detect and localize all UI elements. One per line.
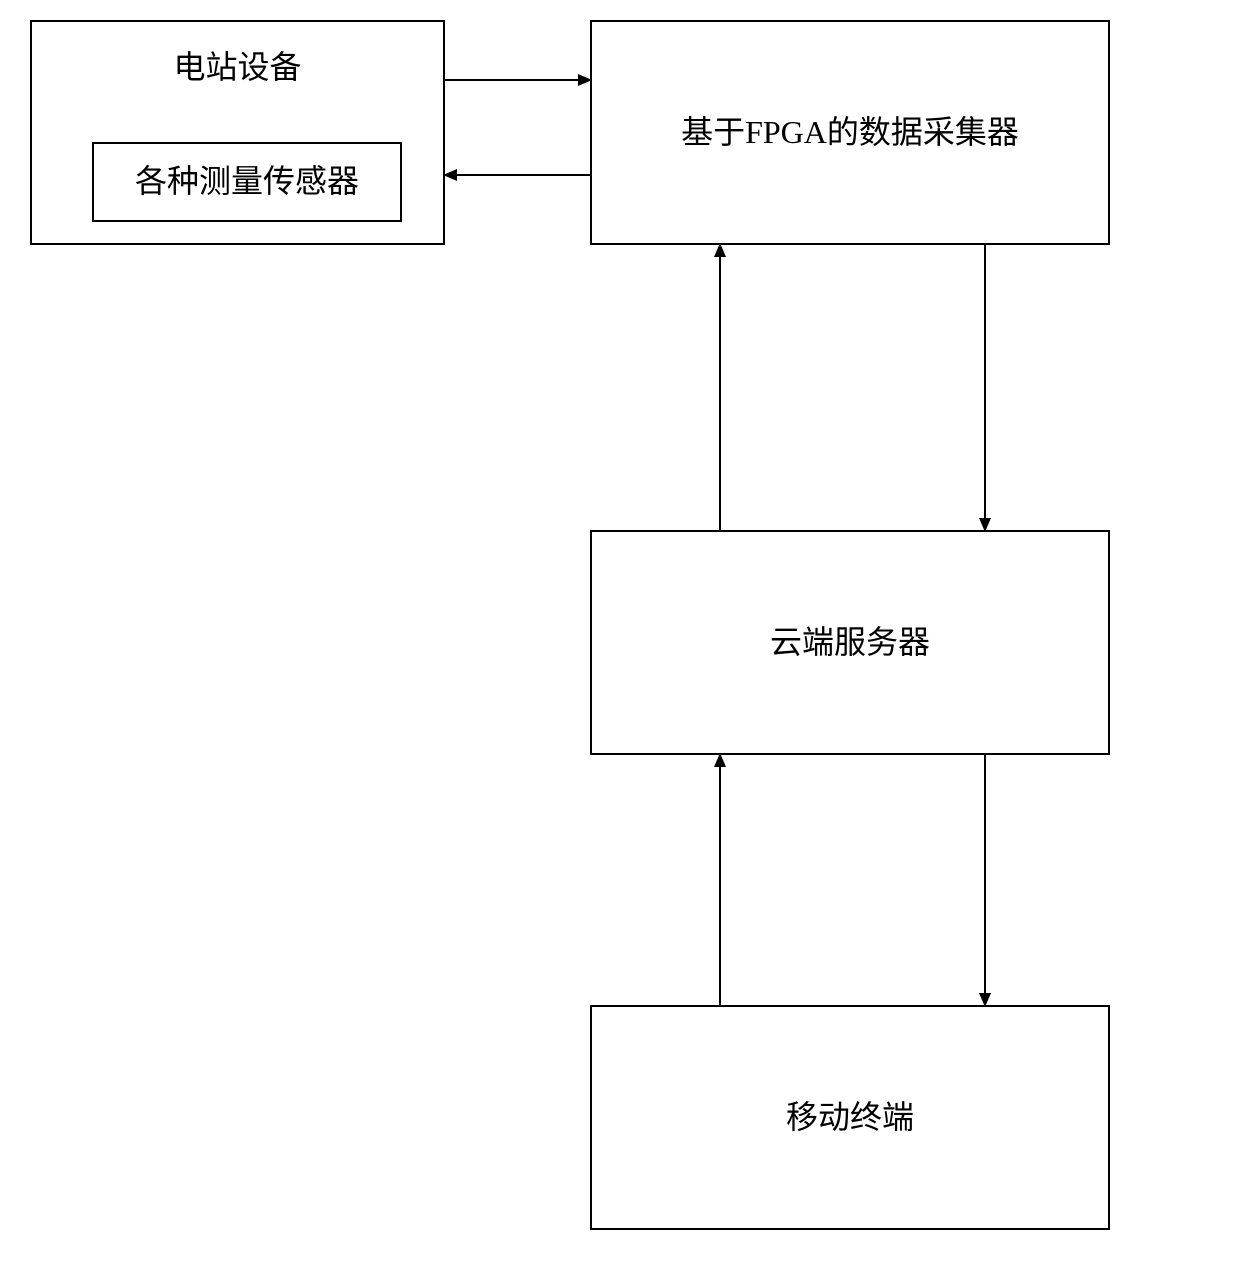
node-station-label: 电站设备 <box>32 47 443 89</box>
node-fpga-label: 基于FPGA的数据采集器 <box>681 112 1019 154</box>
node-cloud-label: 云端服务器 <box>770 622 930 664</box>
node-mobile: 移动终端 <box>590 1005 1110 1230</box>
node-sensors: 各种测量传感器 <box>92 142 402 222</box>
node-fpga: 基于FPGA的数据采集器 <box>590 20 1110 245</box>
node-sensors-label: 各种测量传感器 <box>135 161 359 203</box>
node-cloud: 云端服务器 <box>590 530 1110 755</box>
node-mobile-label: 移动终端 <box>786 1097 914 1139</box>
node-station: 电站设备 各种测量传感器 <box>30 20 445 245</box>
